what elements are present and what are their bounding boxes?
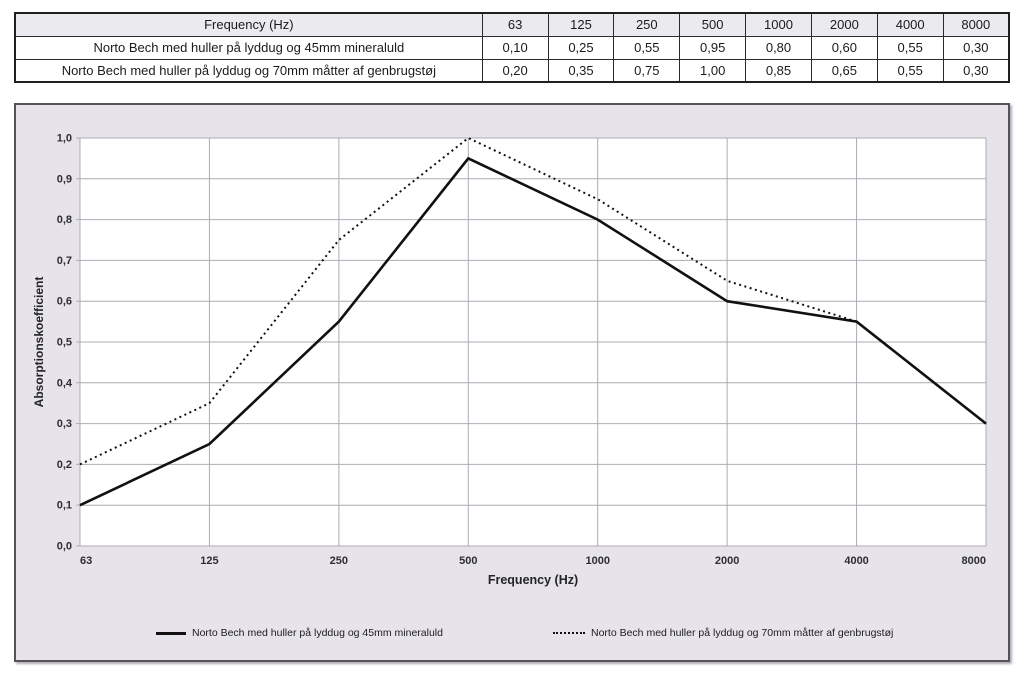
table-header-frequency: Frequency (Hz) bbox=[14, 12, 483, 37]
cell-value: 0,25 bbox=[547, 35, 615, 60]
series-line-dotted bbox=[79, 136, 987, 466]
x-tick-label: 4000 bbox=[844, 555, 868, 567]
cell-value: 0,65 bbox=[810, 58, 878, 83]
y-tick-label: 0,6 bbox=[57, 296, 72, 308]
y-tick-label: 0,1 bbox=[57, 500, 72, 512]
legend-label: Norto Bech med huller på lyddug og 70mm … bbox=[591, 627, 894, 639]
series-line-solid bbox=[79, 156, 987, 507]
table-row-45mm-mineraluld: Norto Bech med huller på lyddug og 45mm … bbox=[14, 35, 1010, 60]
table-header-250: 250 bbox=[613, 12, 681, 37]
cell-value: 0,85 bbox=[745, 58, 812, 83]
x-tick-label: 250 bbox=[330, 555, 348, 567]
absorption-line-chart: 0,0 0,1 0,2 0,3 0,4 0,5 0,6 0,7 0,8 0,9 1,0 63 125 25… bbox=[14, 103, 1010, 662]
legend-label: Norto Bech med huller på lyddug og 45mm … bbox=[192, 627, 443, 639]
table-header-row: Frequency (Hz) 63 125 250 500 1000 2000 … bbox=[14, 12, 1010, 37]
table-header-125: 125 bbox=[547, 12, 615, 37]
x-axis-title: Frequency (Hz) bbox=[487, 573, 579, 587]
cell-value: 0,60 bbox=[810, 35, 878, 60]
y-tick-label: 0,0 bbox=[57, 541, 72, 553]
x-tick-label: 8000 bbox=[962, 555, 986, 567]
y-axis-title: Absorptionskoefficient bbox=[32, 276, 46, 408]
solid-line-legend-swatch bbox=[156, 631, 186, 635]
y-tick-label: 0,9 bbox=[57, 173, 72, 185]
cell-value: 0,20 bbox=[481, 58, 549, 83]
row-label: Norto Bech med huller på lyddug og 70mm … bbox=[14, 58, 483, 83]
y-tick-label: 1,0 bbox=[57, 133, 72, 145]
table-header-2000: 2000 bbox=[810, 12, 878, 37]
table-header-1000: 1000 bbox=[745, 12, 812, 37]
cell-value: 0,30 bbox=[942, 35, 1010, 60]
y-tick-label: 0,5 bbox=[57, 337, 72, 349]
y-tick-label: 0,4 bbox=[57, 377, 73, 389]
cell-value: 0,30 bbox=[942, 58, 1010, 83]
cell-value: 0,10 bbox=[481, 35, 549, 60]
table-row-70mm-genbrugstoj: Norto Bech med huller på lyddug og 70mm … bbox=[14, 58, 1010, 83]
chart-plot-svg: 0,0 0,1 0,2 0,3 0,4 0,5 0,6 0,7 0,8 0,9 1,0 63 125 25… bbox=[57, 133, 987, 567]
y-tick-label: 0,2 bbox=[57, 459, 72, 471]
row-label: Norto Bech med huller på lyddug og 45mm … bbox=[14, 35, 483, 60]
table-header-63: 63 bbox=[481, 12, 549, 37]
table-header-8000: 8000 bbox=[942, 12, 1010, 37]
cell-value: 0,95 bbox=[679, 35, 747, 60]
plot-border bbox=[79, 137, 987, 547]
legend-item-70mm-genbrugstoj: Norto Bech med huller på lyddug og 70mm … bbox=[553, 627, 893, 639]
cell-value: 0,55 bbox=[613, 35, 681, 60]
frequency-data-table: Frequency (Hz) 63 125 250 500 1000 2000 … bbox=[14, 12, 1010, 83]
x-tick-label: 1000 bbox=[585, 555, 609, 567]
cell-value: 0,75 bbox=[613, 58, 681, 83]
x-tick-label: 500 bbox=[459, 555, 477, 567]
x-tick-label: 125 bbox=[200, 555, 218, 567]
cell-value: 0,80 bbox=[745, 35, 812, 60]
cell-value: 0,35 bbox=[547, 58, 615, 83]
x-tick-label: 2000 bbox=[715, 555, 739, 567]
cell-value: 0,55 bbox=[876, 58, 944, 83]
table-header-4000: 4000 bbox=[876, 12, 944, 37]
x-tick-label: 63 bbox=[80, 555, 92, 567]
cell-value: 0,55 bbox=[876, 35, 944, 60]
y-tick-label: 0,3 bbox=[57, 418, 72, 430]
table-header-500: 500 bbox=[679, 12, 747, 37]
legend-item-45mm-mineraluld: Norto Bech med huller på lyddug og 45mm … bbox=[156, 627, 443, 639]
y-tick-label: 0,7 bbox=[57, 255, 72, 267]
y-tick-label: 0,8 bbox=[57, 214, 72, 226]
dotted-line-legend-swatch bbox=[553, 632, 585, 634]
cell-value: 1,00 bbox=[679, 58, 747, 83]
